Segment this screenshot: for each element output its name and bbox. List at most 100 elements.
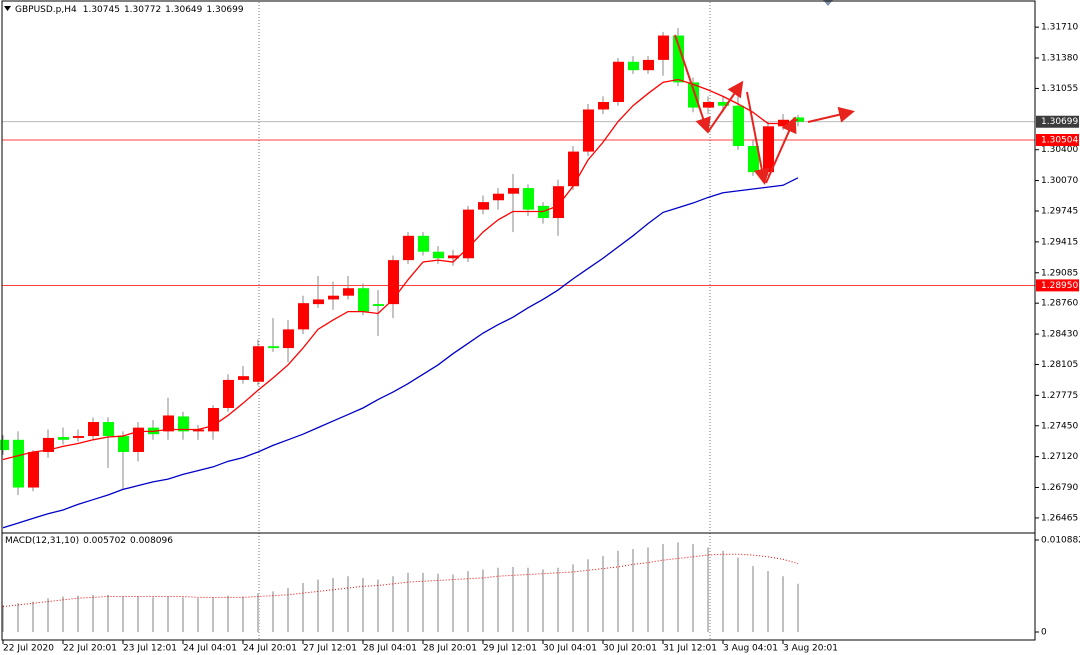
macd-bar: [137, 596, 139, 633]
candle-body: [298, 303, 309, 330]
macd-bar: [527, 567, 529, 633]
macd-bar: [377, 579, 379, 633]
macd-bar: [347, 576, 349, 633]
macd-bar: [662, 544, 664, 633]
candle-body: [463, 209, 474, 259]
macd-bar: [707, 547, 709, 633]
macd-bar: [257, 593, 259, 633]
candle-body: [688, 82, 699, 108]
y-tick-label: 1.27775: [1041, 391, 1078, 401]
level-label: 1.28950: [1041, 281, 1078, 291]
macd-bar: [77, 595, 79, 633]
macd-bar: [452, 574, 454, 633]
moving-average: [2, 177, 799, 529]
y-tick-label: 1.31055: [1041, 84, 1078, 94]
candle-body: [28, 451, 39, 488]
macd-bar: [557, 567, 559, 633]
candle-body: [718, 101, 729, 106]
x-tick-label: 3 Aug 20:01: [783, 644, 838, 654]
candle-body: [118, 436, 129, 452]
macd-bar: [692, 544, 694, 633]
y-tick-label: 1.26465: [1041, 513, 1078, 523]
y-tick-label: 1.31710: [1041, 23, 1078, 33]
macd-bar: [2, 604, 4, 633]
y-tick-label: 1.28760: [1041, 299, 1078, 309]
menu-triangle[interactable]: [4, 6, 11, 11]
macd-bar: [752, 566, 754, 633]
chart-frame: [1, 0, 1036, 641]
candle-body: [403, 235, 414, 261]
level-label: 1.30504: [1041, 135, 1078, 145]
candle-body: [733, 105, 744, 146]
macd-bar: [797, 583, 799, 633]
high-value: 1.30772: [124, 5, 161, 15]
candle-body: [748, 145, 759, 173]
open-value: 1.30745: [83, 5, 120, 15]
macd-bar: [497, 567, 499, 633]
macd-bar: [602, 555, 604, 633]
candle-body: [238, 376, 249, 380]
candle-body: [793, 117, 804, 122]
candle-body: [598, 101, 609, 110]
macd-bar: [332, 577, 334, 633]
candle-body: [583, 109, 594, 152]
macd-bar: [392, 576, 394, 633]
signal-value: 0.008096: [130, 536, 173, 546]
macd-bar: [422, 572, 424, 633]
y-tick-label: 1.29415: [1041, 237, 1078, 247]
candle-body: [508, 188, 519, 194]
x-tick-label: 30 Jul 04:01: [543, 644, 597, 654]
candle-body: [628, 61, 639, 71]
level-label-box: [1036, 279, 1079, 292]
candle-body: [658, 35, 669, 60]
x-tick-label: 24 Jul 20:01: [243, 644, 297, 654]
macd-bar: [362, 577, 364, 633]
candle-body: [223, 379, 234, 408]
macd-bar: [197, 598, 199, 633]
macd-bar: [167, 596, 169, 633]
candle-body: [478, 202, 489, 210]
macd-bar: [32, 601, 34, 633]
macd-bar: [107, 594, 109, 633]
macd-bar: [647, 547, 649, 633]
moving-average: [2, 78, 799, 461]
macd-bar: [722, 550, 724, 633]
candle-body: [343, 288, 354, 296]
candle-body: [178, 416, 189, 432]
x-tick-label: 22 Jul 2020: [3, 644, 54, 654]
macd-bar: [62, 596, 64, 633]
macd-bar: [302, 582, 304, 633]
arrow: [746, 91, 770, 185]
macd-bar: [92, 594, 94, 633]
candle-body: [568, 151, 579, 187]
macd-bar: [467, 571, 469, 633]
x-tick-label: 27 Jul 12:01: [303, 644, 357, 654]
candle-body: [13, 439, 24, 488]
macd-bar: [287, 588, 289, 633]
y-tick-label: 0: [1041, 628, 1047, 638]
candle-body: [418, 235, 429, 252]
candle-body: [43, 437, 54, 452]
arrow: [765, 116, 797, 184]
candle-body: [313, 299, 324, 305]
candle-body: [643, 59, 654, 71]
candle-body: [283, 329, 294, 349]
y-tick-label: 1.27120: [1041, 452, 1078, 462]
candle-body: [208, 407, 219, 432]
y-tick-label: 1.30400: [1041, 145, 1078, 155]
macd-bar: [572, 564, 574, 633]
candle-body: [163, 415, 174, 432]
candle-body: [88, 422, 99, 437]
x-tick-label: 24 Jul 04:01: [183, 644, 237, 654]
symbol: GBPUSD.p,H4: [15, 5, 77, 15]
candle-body: [193, 429, 204, 432]
arrow: [674, 34, 711, 134]
candle-body: [373, 304, 384, 306]
level-label-box: [1036, 133, 1079, 146]
macd-bar: [587, 559, 589, 633]
candle-body: [328, 295, 339, 300]
macd-bar: [782, 576, 784, 633]
x-tick-label: 28 Jul 20:01: [423, 644, 477, 654]
macd-bar: [542, 569, 544, 633]
